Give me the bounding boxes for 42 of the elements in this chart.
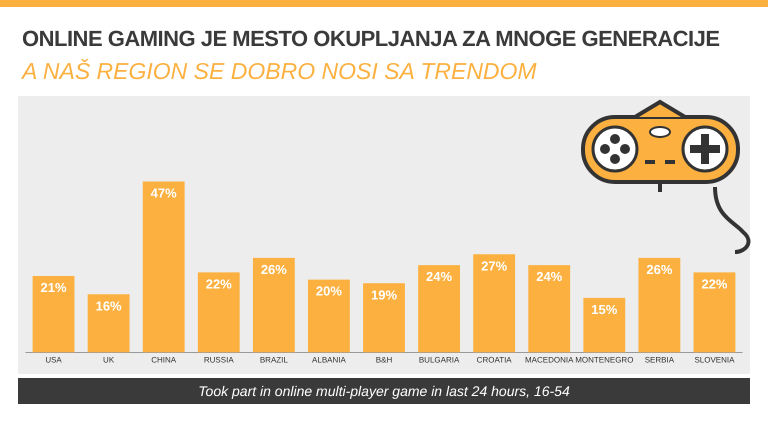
data-label: 24% [536,269,563,284]
bar [252,258,295,352]
x-tick-label: UK [103,355,115,364]
chart-subtitle: A NAŠ REGION SE DOBRO NOSI SA TRENDOM [22,58,537,85]
x-tick-label: RUSSIA [204,355,234,364]
bar [88,294,130,352]
data-label: 47% [150,186,178,201]
x-tick-label: CHINA [151,355,177,364]
data-label: 22% [206,276,232,292]
data-label: 27% [481,258,508,274]
x-tick-label: ALBANIA [312,355,346,364]
data-label: 24% [426,269,453,284]
x-tick-label: BRAZIL [260,355,288,364]
x-tick-label: B&H [376,355,392,364]
x-tick-label: USA [45,355,62,364]
text: Took part in online multi-player game in last 24 hours, 16-54 [18,378,750,404]
bar [694,272,736,352]
x-tick-label: MONTENEGRO [575,355,634,364]
bar [528,265,570,352]
bar [32,276,74,352]
data-label: 21% [40,280,67,296]
x-tick-label: SLOVENIA [694,355,736,364]
data-label: 16% [96,298,122,314]
data-label: 15% [591,302,618,317]
bar [308,280,350,352]
data-label: 22% [701,276,728,292]
x-tick-label: MACEDONIA [525,355,574,364]
data-label: 26% [646,262,673,277]
bar [418,265,460,352]
bar [363,283,405,352]
data-label: 19% [370,287,398,302]
chart-title: ONLINE GAMING JE MESTO OKUPLJANJA ZA MNOGE GENERACIJE [22,26,720,52]
bar [198,272,240,352]
x-tick-label: BULGARIA [418,355,460,364]
bar [142,181,185,352]
x-tick-label: SERBIA [644,355,675,364]
bar [473,254,516,352]
bar [638,258,680,352]
x-tick-label: CROATIA [476,355,512,364]
bar [583,298,626,352]
data-label: 20% [316,284,342,299]
data-label: 26% [260,262,288,277]
